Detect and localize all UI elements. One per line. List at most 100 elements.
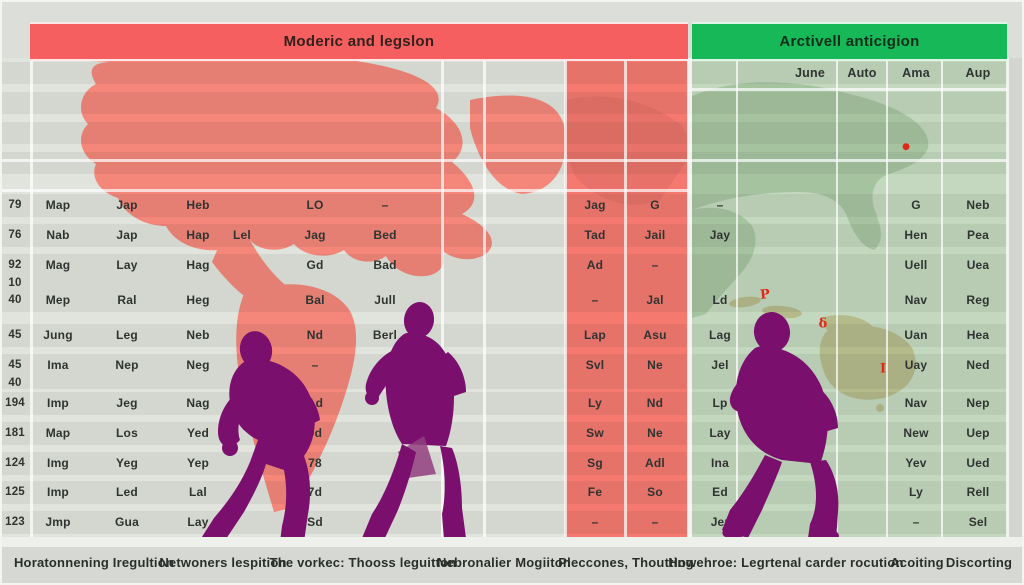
column-header: Ama (902, 66, 930, 80)
row-number: 40 (8, 377, 22, 389)
footer-caption: Horatonnening Iregultion (13, 555, 175, 570)
table-cell-right: Uep (966, 426, 990, 440)
table-cell-left: – (311, 358, 319, 372)
table-cell-middle: Ne (647, 358, 663, 372)
table-cell-left: Nep (115, 358, 139, 372)
table-cell-left: 7d (307, 485, 323, 499)
table-cell-left: Mag (45, 258, 71, 272)
row-stripe (2, 223, 1007, 247)
footer-caption-bar: Horatonnening Iregultion Netwoners lespit… (0, 547, 1024, 585)
table-cell-left: Neb (186, 328, 210, 342)
table-cell-right: Rell (966, 485, 990, 499)
table-cell-left: LO (306, 198, 324, 212)
column-divider-line (624, 58, 627, 537)
table-cell-left: Imp (47, 396, 69, 410)
table-cell-left: Imp (47, 485, 69, 499)
footer-divider (0, 537, 1024, 547)
row-number: 76 (8, 229, 22, 241)
row-number-column (2, 58, 30, 537)
table-cell-left: Gua (115, 515, 139, 529)
table-cell-right: Nep (966, 396, 990, 410)
table-cell-left: Jeg (116, 396, 138, 410)
footer-caption: Nebronalier Mogiiton (437, 555, 571, 570)
squiggle-marker-icon: δ (818, 316, 828, 332)
table-cell-left: Jull (374, 293, 396, 307)
table-cell-left: Jung (43, 328, 73, 342)
column-divider-line (30, 58, 33, 537)
table-cell-middle: Lap (584, 328, 606, 342)
table-cell-left: Hap (186, 228, 210, 242)
table-cell-left: Heb (186, 198, 210, 212)
table-cell-left: Lay (116, 258, 138, 272)
column-divider-line (441, 58, 444, 537)
footer-caption: The vorkec: Thooss leguitton (269, 555, 457, 570)
table-cell-right: New (903, 426, 929, 440)
table-cell-left: Img (47, 456, 69, 470)
table-cell-left: Bed (373, 228, 397, 242)
table-cell-right: Lp (712, 396, 728, 410)
column-divider-line (941, 58, 943, 537)
row-number: 45 (8, 329, 22, 341)
table-cell-left: Ima (47, 358, 69, 372)
table-cell-left: Nag (186, 396, 210, 410)
left-title-text: Moderic and legslon (283, 33, 435, 50)
row-number: 40 (8, 294, 22, 306)
table-cell-left: Jap (116, 228, 138, 242)
row-number: 45 (8, 359, 22, 371)
table-cell-right: Hen (904, 228, 928, 242)
table-cell-left: Mep (45, 293, 71, 307)
table-cell-left: Lay (187, 515, 209, 529)
table-cell-left: Sd (307, 515, 323, 529)
column-divider-line (687, 58, 692, 537)
table-cell-left: Bad (373, 258, 397, 272)
table-cell-middle: Fe (587, 485, 603, 499)
table-cell-middle: Ad (586, 258, 604, 272)
table-cell-left: Yeg (116, 456, 138, 470)
table-cell-middle: Ne (647, 426, 663, 440)
table-cell-middle: Jal (646, 293, 664, 307)
footer-caption: Pleccones, Thoutting (558, 555, 694, 570)
row-stripe (2, 122, 1007, 144)
left-title-banner: Moderic and legslon (30, 22, 688, 61)
australia-shape (819, 325, 916, 400)
table-cell-right: Jel (711, 358, 729, 372)
table-cell-left: – (381, 198, 389, 212)
table-cell-right: Yev (905, 456, 927, 470)
table-cell-right: Uea (966, 258, 990, 272)
table-cell-middle: – (651, 258, 659, 272)
table-cell-middle: G (650, 198, 660, 212)
table-cell-middle: Ly (588, 396, 602, 410)
table-cell-middle: Tad (584, 228, 606, 242)
table-cell-right: Reg (966, 293, 990, 307)
row-number: 10 (8, 277, 22, 289)
table-cell-right: Nav (904, 293, 928, 307)
table-cell-right: Uay (904, 358, 928, 372)
table-cell-left: Map (45, 198, 71, 212)
table-cell-left: Led (116, 485, 138, 499)
column-divider-line (886, 58, 888, 537)
row-number: 181 (5, 427, 25, 439)
table-cell-left: Jmp (45, 515, 71, 529)
table-cell-right: Ly (909, 485, 923, 499)
table-cell-left: Jap (116, 198, 138, 212)
row-stripe (2, 62, 1007, 84)
table-cell-left: Map (45, 426, 71, 440)
table-cell-left: Hag (186, 258, 210, 272)
indochina-shape (692, 207, 756, 318)
dancer-silhouette-right (722, 312, 839, 544)
row-number: 124 (5, 457, 25, 469)
table-cell-left: 78 (308, 456, 322, 470)
table-cell-left: Lal (189, 485, 207, 499)
row-stripe (2, 152, 1007, 174)
north-america-shape (70, 58, 492, 306)
table-cell-middle: – (591, 293, 599, 307)
row-number: 194 (5, 397, 25, 409)
column-divider-line (483, 58, 486, 537)
table-cell-middle: Svl (585, 358, 605, 372)
table-cell-right: – (716, 198, 724, 212)
table-cell-right: Uell (904, 258, 928, 272)
table-cell-left: Leg (116, 328, 138, 342)
